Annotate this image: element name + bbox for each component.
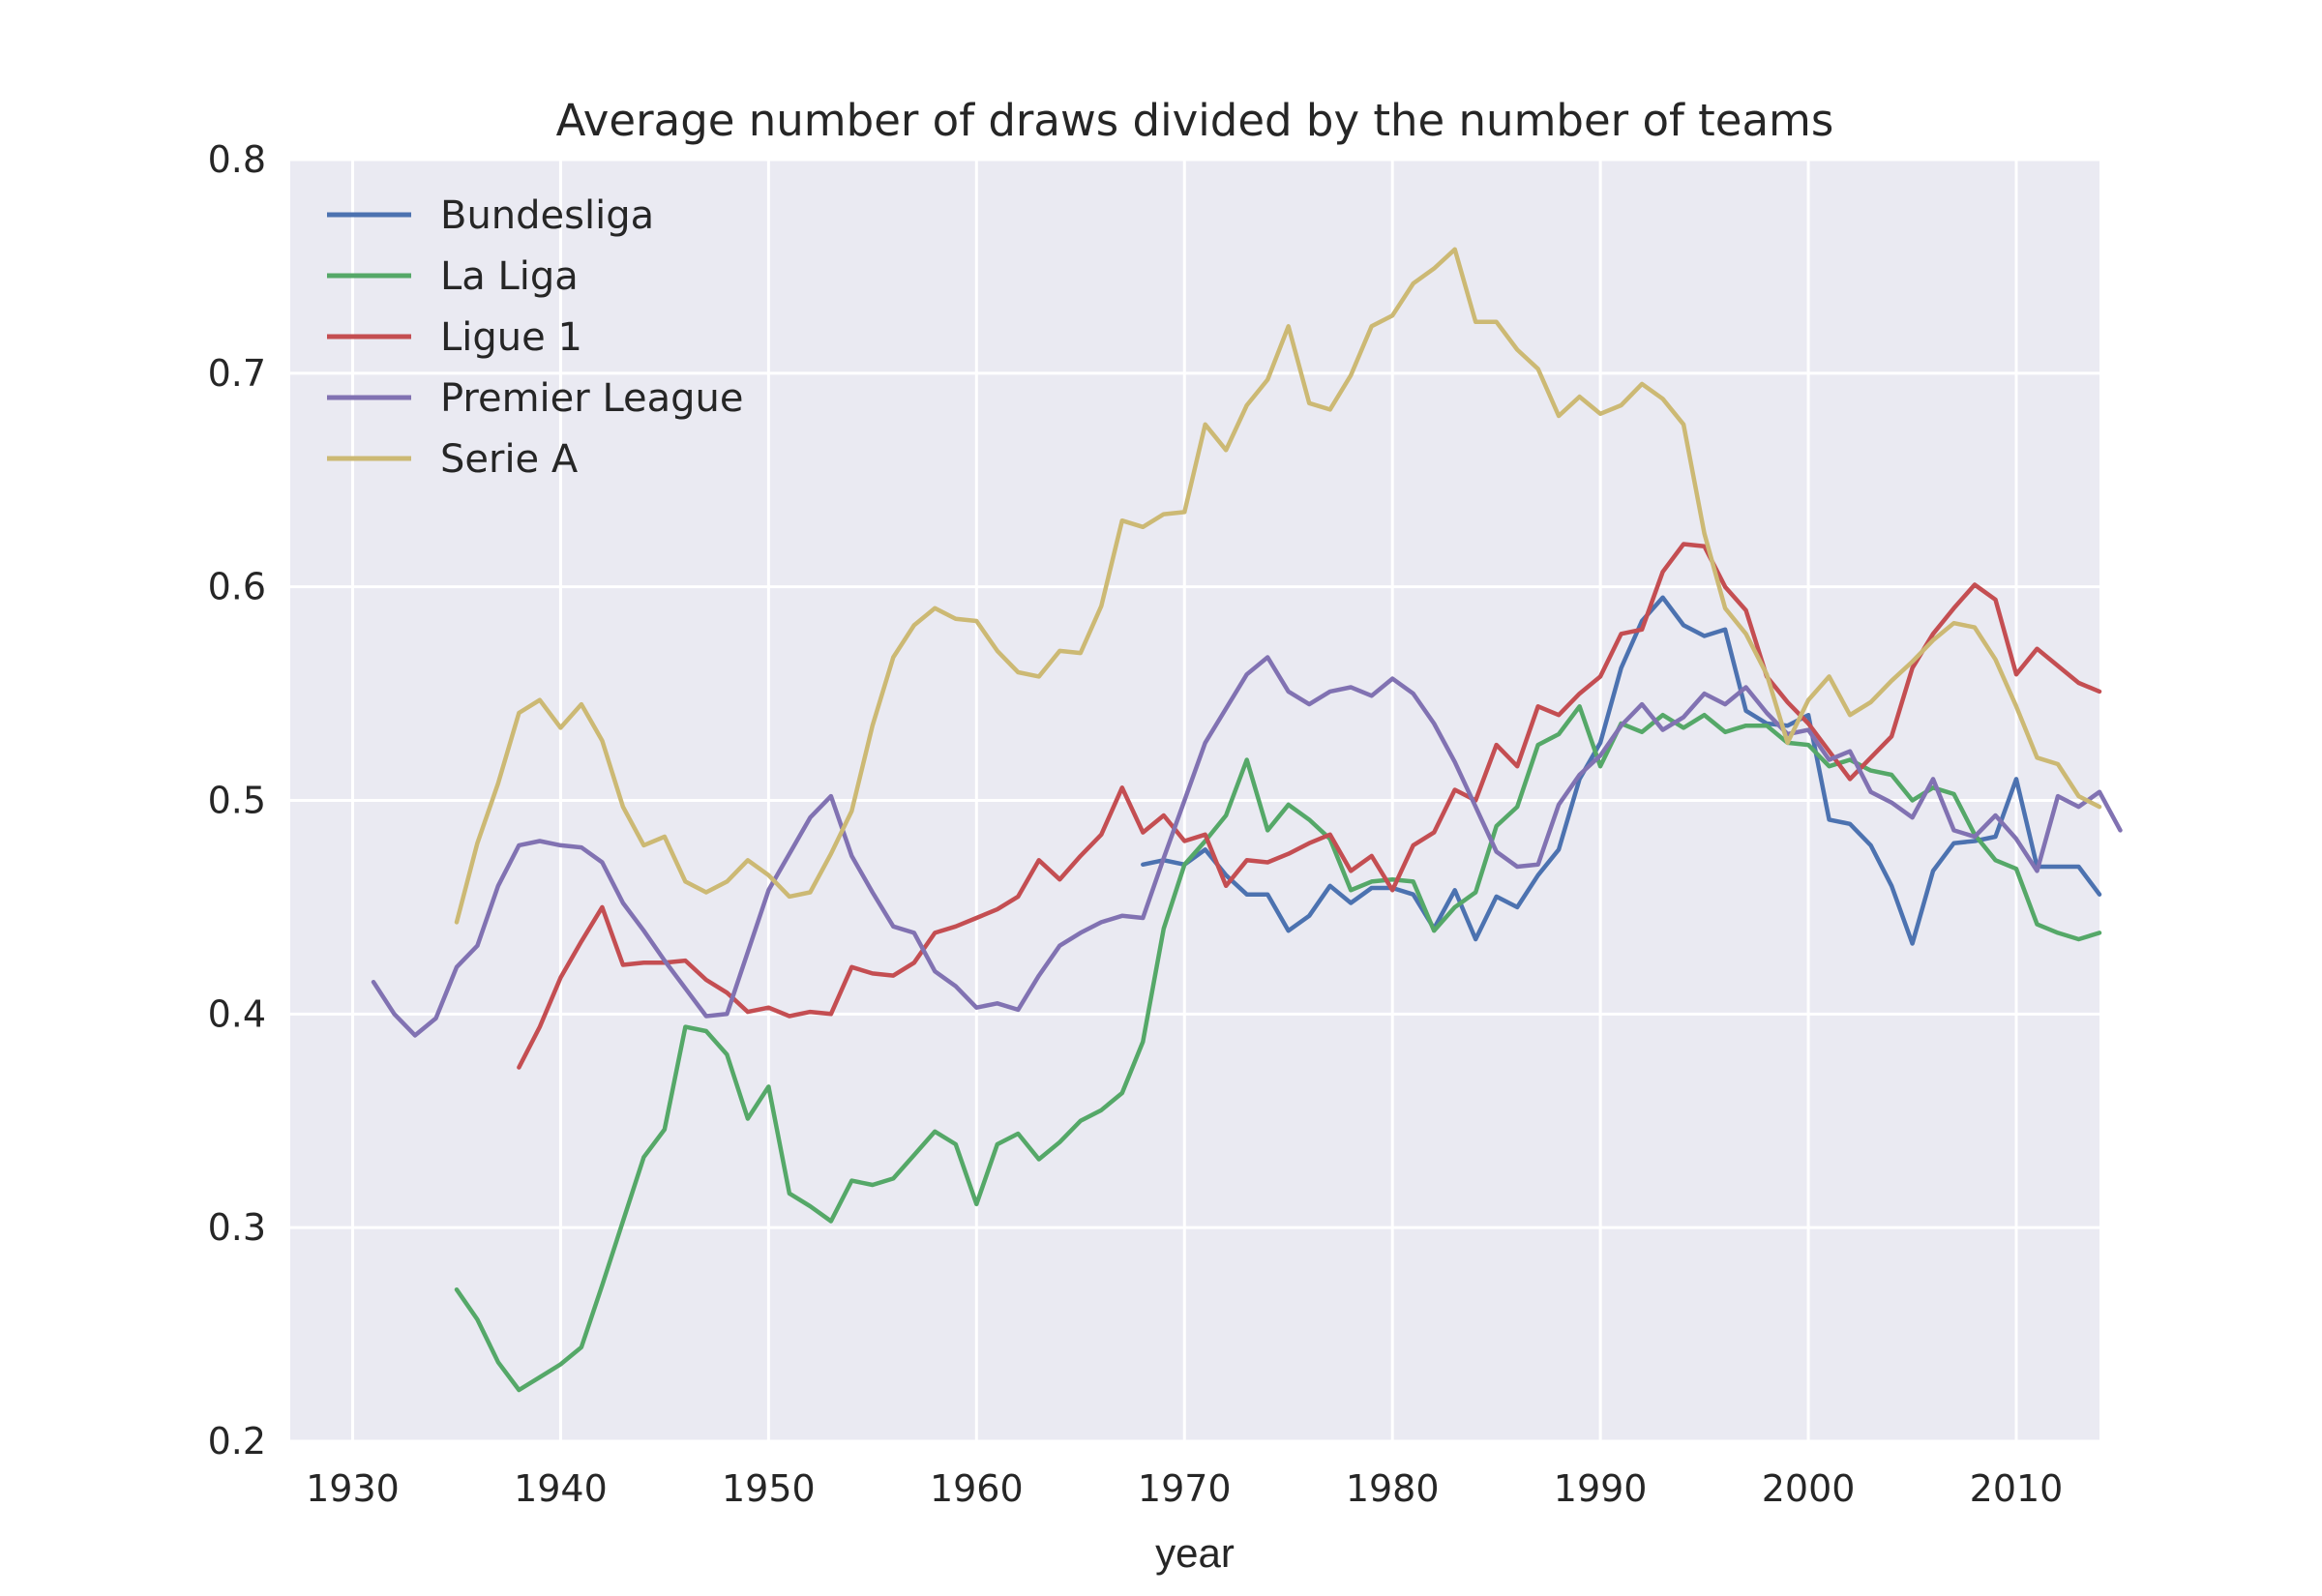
y-tick-label: 0.3 (208, 1206, 266, 1249)
legend-label: Premier League (440, 376, 744, 421)
series-line-ligue-1 (517, 542, 2102, 1070)
series-lines (371, 247, 2123, 1393)
chart-title: Average number of draws divided by the n… (556, 95, 1834, 146)
legend-label: Ligue 1 (440, 315, 582, 360)
x-tick-label: 1980 (1346, 1467, 1440, 1510)
y-tick-label: 0.4 (208, 992, 266, 1035)
legend-item-ligue-1: Ligue 1 (327, 315, 582, 360)
x-tick-label: 1940 (514, 1467, 608, 1510)
legend-label: Bundesliga (440, 193, 654, 238)
y-tick-label: 0.5 (208, 780, 266, 822)
series-line-la-liga (454, 704, 2102, 1393)
y-tick-label: 0.6 (208, 566, 266, 608)
y-tick-labels: 0.2 0.3 0.4 0.5 0.6 0.7 0.8 (208, 138, 266, 1463)
x-tick-labels: 1930 1940 1950 1960 1970 1980 1990 2000 2010 (306, 1467, 2063, 1510)
x-tick-label: 2010 (1970, 1467, 2064, 1510)
x-tick-label: 1950 (722, 1467, 816, 1510)
legend-label: Serie A (440, 437, 579, 482)
legend-item-bundesliga: Bundesliga (327, 193, 654, 238)
legend-item-la-liga: La Liga (327, 254, 579, 299)
grid-lines (290, 158, 2099, 1443)
legend: Bundesliga La Liga Ligue 1 Premier League Se… (327, 193, 744, 482)
x-tick-label: 1990 (1554, 1467, 1648, 1510)
y-tick-label: 0.7 (208, 352, 266, 395)
y-tick-label: 0.2 (208, 1420, 266, 1463)
x-tick-label: 1960 (930, 1467, 1024, 1510)
legend-item-premier-league: Premier League (327, 376, 744, 421)
legend-label: La Liga (440, 254, 579, 299)
x-tick-label: 1930 (306, 1467, 400, 1510)
x-tick-label: 2000 (1762, 1467, 1856, 1510)
x-tick-label: 1970 (1138, 1467, 1232, 1510)
x-axis-label: year (1155, 1530, 1235, 1576)
series-line-premier-league (371, 655, 2123, 1038)
series-line-bundesliga (1141, 595, 2102, 946)
legend-item-serie-a: Serie A (327, 437, 579, 482)
series-line-serie-a (454, 247, 2102, 925)
y-tick-label: 0.8 (208, 138, 266, 181)
